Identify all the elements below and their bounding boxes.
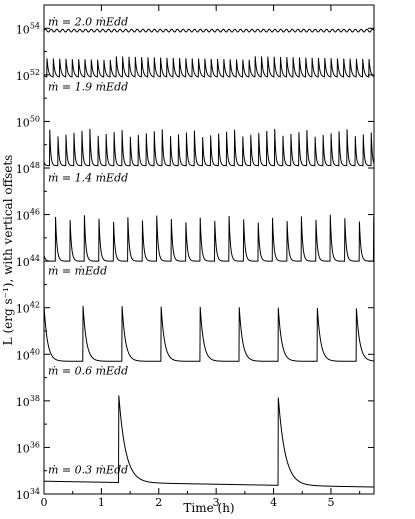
x-axis-label: Time (h) xyxy=(183,501,234,515)
series-label-3: ṁ = 1.4 ṁEdd xyxy=(48,171,128,184)
y-tick-label-8: 1050 xyxy=(16,114,40,129)
y-tick-label-2: 1038 xyxy=(16,394,40,409)
plot-frame xyxy=(43,4,375,495)
y-tick-label-0: 1034 xyxy=(16,487,40,502)
y-axis-label: L (erg s⁻¹), with vertical offsets xyxy=(1,155,15,346)
y-tick-labels: 1034 1036 1038 1040 1042 1044 1046 1048 1050 1052… xyxy=(16,21,40,502)
y-tick-label-4: 1042 xyxy=(16,301,40,316)
x-tick-label-1: 1 xyxy=(98,496,105,509)
series-line-2 xyxy=(43,214,375,262)
panel-labels: ṁ = 0.3 ṁEdd ṁ = 0.6 ṁEdd ṁ = ṁEdd ṁ = 1.4 … xyxy=(48,15,128,476)
y-tick-label-6: 1046 xyxy=(16,208,40,223)
x-tick-label-2: 2 xyxy=(155,496,162,509)
series-line-0 xyxy=(43,395,374,488)
series-label-5: ṁ = 2.0 ṁEdd xyxy=(48,15,128,28)
y-tick-label-5: 1044 xyxy=(16,254,40,269)
series-label-0: ṁ = 0.3 ṁEdd xyxy=(48,464,128,477)
x-tick-label-3: 3 xyxy=(213,496,220,509)
series-label-2: ṁ = ṁEdd xyxy=(48,264,107,277)
y-tick-label-9: 1052 xyxy=(16,68,40,83)
series-line-1 xyxy=(43,305,375,362)
series-layer xyxy=(43,28,375,488)
series-label-1: ṁ = 0.6 ṁEdd xyxy=(48,365,128,378)
y-tick-label-1: 1036 xyxy=(16,440,40,455)
x-tick-label-5: 5 xyxy=(327,496,334,509)
x-tick-labels: 0 1 2 3 4 5 xyxy=(41,496,335,509)
series-line-5 xyxy=(43,28,375,33)
ticks-layer xyxy=(43,4,374,495)
y-tick-label-7: 1048 xyxy=(16,161,40,176)
y-tick-label-10: 1054 xyxy=(16,21,40,36)
series-label-4: ṁ = 1.9 ṁEdd xyxy=(48,81,128,94)
series-line-3 xyxy=(43,128,375,167)
x-tick-label-4: 4 xyxy=(270,496,277,509)
x-tick-label-0: 0 xyxy=(41,496,48,509)
series-line-4 xyxy=(43,56,375,78)
y-tick-label-3: 1040 xyxy=(16,347,40,362)
